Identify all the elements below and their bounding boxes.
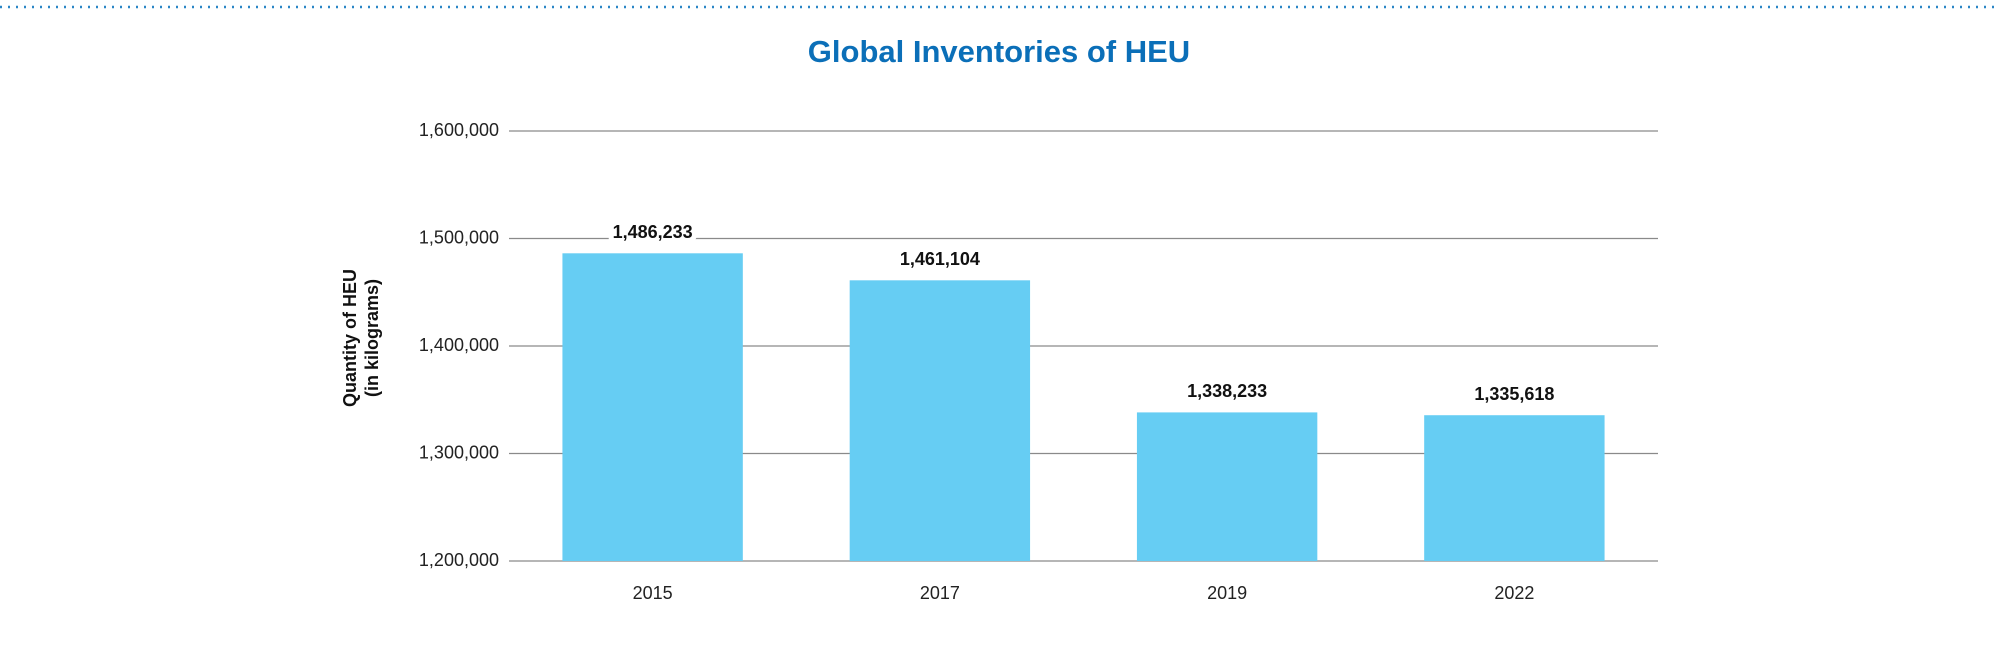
x-tick-label: 2022 — [1494, 583, 1534, 603]
bar — [1136, 412, 1318, 561]
x-tick-label: 2017 — [920, 583, 960, 603]
data-label: 1,338,233 — [1187, 381, 1267, 401]
y-tick-label: 1,200,000 — [419, 550, 499, 570]
x-tick-label: 2015 — [633, 583, 673, 603]
y-axis-title: Quantity of HEU (in kilograms) — [340, 269, 382, 407]
y-tick-label: 1,300,000 — [419, 442, 499, 462]
data-label: 1,461,104 — [900, 249, 980, 269]
bar — [849, 280, 1031, 561]
y-axis-title-line: Quantity of HEU — [340, 269, 360, 407]
chart-title: Global Inventories of HEU — [808, 34, 1190, 69]
x-tick-label: 2019 — [1207, 583, 1247, 603]
data-label: 1,335,618 — [1474, 384, 1554, 404]
bar — [562, 253, 743, 561]
y-tick-label: 1,500,000 — [419, 227, 499, 247]
data-label: 1,486,233 — [613, 222, 693, 242]
y-tick-label: 1,600,000 — [419, 120, 499, 140]
y-axis-title-line: (in kilograms) — [362, 279, 382, 397]
y-tick-label: 1,400,000 — [419, 335, 499, 355]
bar — [1424, 415, 1605, 561]
